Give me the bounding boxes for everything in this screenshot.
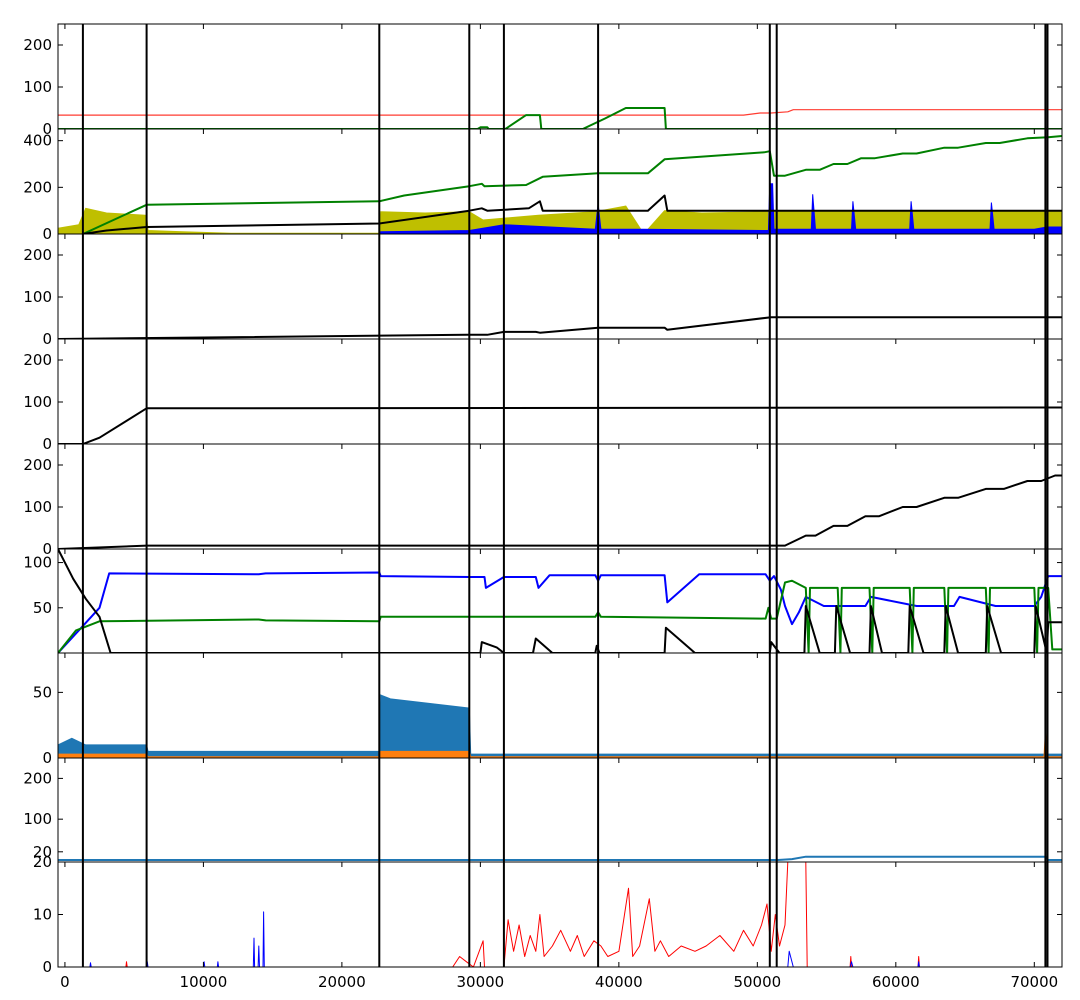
y-tick-label: 100	[23, 498, 52, 516]
panel-9-frame	[57, 861, 1063, 968]
y-tick-label: 50	[33, 599, 52, 617]
panel-series-group	[58, 855, 1062, 861]
x-axis: 0 10000 20000 30000 40000 50000 60000 70000	[60, 24, 1058, 991]
y-tick-label: 0	[42, 749, 52, 767]
series-7-1-area	[58, 694, 1062, 758]
panel-4-frame	[57, 338, 1063, 445]
panel-8: 20 100 200	[23, 769, 1062, 861]
panel-series-group	[58, 316, 1062, 339]
panel-series-group	[58, 862, 1062, 967]
y-tick-label: 200	[23, 351, 52, 369]
series-4-1-line	[58, 406, 1062, 444]
panel-4: 0 100 200	[23, 351, 1062, 453]
y-tick-label: 0	[42, 330, 52, 348]
y-tick-label: 100	[23, 810, 52, 828]
x-tick-label: 70000	[1010, 973, 1058, 991]
y-tick-label: 100	[23, 393, 52, 411]
panel-9: 0 10 20	[33, 853, 1062, 976]
panel-series-group	[58, 474, 1062, 549]
panels-group: 0100200020040001002000100200010020050100…	[23, 36, 1062, 976]
panel-series-group	[58, 107, 1062, 129]
event-lines-group	[81, 24, 1049, 967]
panel-series-group	[58, 406, 1062, 444]
x-tick-label: 30000	[457, 973, 505, 991]
series-3-1-line	[58, 316, 1062, 339]
panel-6: 50 100	[23, 549, 1062, 653]
x-tick-label: 0	[60, 973, 70, 991]
panel-5-frame	[57, 443, 1063, 550]
y-tick-label: 200	[23, 246, 52, 264]
y-tick-label: 10	[33, 906, 52, 924]
panel-series-group	[58, 549, 1062, 653]
panel-3: 0 100 200	[23, 246, 1062, 348]
y-tick-label: 50	[33, 683, 52, 701]
panel-series-group	[58, 135, 1062, 234]
y-tick-label: 20	[33, 853, 52, 871]
y-tick-label: 200	[23, 36, 52, 54]
x-tick-label: 40000	[595, 973, 643, 991]
y-tick-label: 200	[23, 178, 52, 196]
y-tick-label: 100	[23, 288, 52, 306]
series-6-2-line	[58, 579, 1062, 653]
y-tick-label: 0	[42, 540, 52, 558]
series-9-1-line	[58, 862, 1062, 967]
x-tick-label: 50000	[733, 973, 781, 991]
y-tick-label: 0	[42, 435, 52, 453]
y-tick-label: 100	[23, 78, 52, 96]
y-tick-label: 0	[42, 120, 52, 138]
series-1-1-line	[58, 109, 1062, 116]
y-tick-label: 0	[42, 958, 52, 976]
panel-series-group	[58, 694, 1062, 758]
series-2-3-line	[82, 135, 1062, 234]
series-9-2-line	[58, 911, 1062, 967]
panel-5: 0 100 200	[23, 456, 1062, 558]
series-8-1-line	[58, 855, 1062, 861]
x-tick-label: 60000	[872, 973, 920, 991]
panel-3-frame	[57, 233, 1063, 340]
y-tick-label: 100	[23, 554, 52, 572]
panel-1: 0 100 200	[23, 36, 1062, 138]
y-tick-label: 20	[33, 843, 52, 861]
panel-8-frame	[57, 757, 1063, 863]
series-6-3-line	[58, 549, 1062, 653]
panel-7: 0 50	[33, 683, 1062, 767]
x-tick-label: 20000	[318, 973, 366, 991]
y-tick-label: 200	[23, 769, 52, 787]
panel-2: 0 200 400	[23, 132, 1062, 243]
panel-7-frame	[57, 652, 1063, 759]
frames-group	[57, 23, 1063, 968]
series-5-1-line	[58, 474, 1062, 549]
series-2-4-line	[82, 194, 1062, 234]
y-tick-label: 400	[23, 132, 52, 150]
y-tick-label: 0	[42, 225, 52, 243]
y-tick-label: 200	[23, 456, 52, 474]
series-2-2-area	[58, 183, 1062, 234]
panel-1-frame	[57, 23, 1063, 130]
x-tick-label: 10000	[180, 973, 228, 991]
series-1-2-line	[58, 107, 1062, 129]
